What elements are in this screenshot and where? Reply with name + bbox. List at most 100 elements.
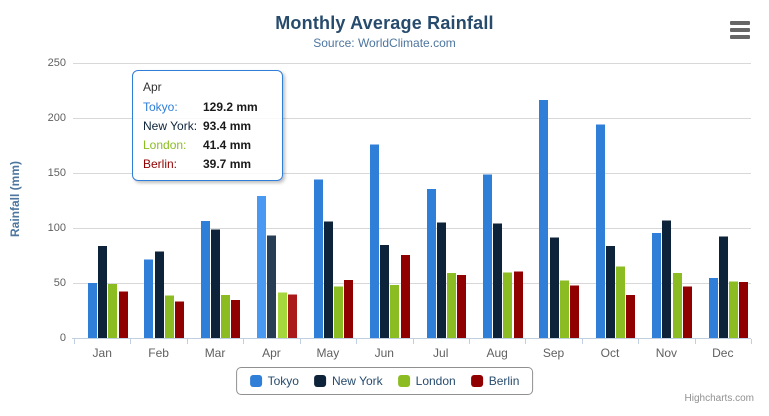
bar-berlin-sep[interactable]: [570, 285, 579, 338]
tooltip-series-name: Berlin:: [143, 157, 178, 171]
bar-berlin-dec[interactable]: [739, 281, 748, 338]
legend-symbol-icon: [397, 375, 410, 387]
bar-new-york-nov[interactable]: [662, 220, 671, 338]
tooltip-series-value: 129.2 mm: [203, 100, 258, 114]
x-axis-label-nov: Nov: [655, 346, 678, 360]
bar-new-york-feb[interactable]: [155, 251, 164, 338]
x-axis-label-aug: Aug: [486, 346, 508, 360]
legend-label: London: [415, 374, 456, 388]
x-axis-label-jun: Jun: [374, 346, 394, 360]
bar-berlin-oct[interactable]: [626, 295, 635, 338]
y-axis-label-250: 250: [47, 57, 66, 69]
hamburger-menu-icon: [730, 21, 750, 39]
bar-berlin-mar[interactable]: [231, 300, 240, 338]
bar-london-nov[interactable]: [673, 272, 682, 338]
bar-berlin-jan[interactable]: [119, 291, 128, 338]
tooltip-row: London: 41.4 mm: [143, 136, 272, 155]
legend-symbol-icon: [313, 375, 326, 387]
bar-berlin-may[interactable]: [344, 280, 353, 338]
chart-subtitle: Source: WorldClimate.com: [313, 36, 456, 50]
bar-london-apr[interactable]: [278, 292, 287, 339]
credits-link[interactable]: Highcharts.com: [684, 393, 754, 404]
legend-item-tokyo[interactable]: Tokyo: [249, 374, 299, 388]
tooltip-series-name: London:: [143, 138, 187, 152]
legend-label: New York: [331, 374, 383, 388]
bar-berlin-jun[interactable]: [401, 254, 410, 338]
bar-new-york-jan[interactable]: [98, 246, 107, 338]
bar-tokyo-jan[interactable]: [88, 283, 97, 338]
legend-item-new-york[interactable]: New York: [313, 374, 383, 388]
legend-label: Tokyo: [267, 374, 299, 388]
x-axis-label-feb: Feb: [148, 346, 169, 360]
bar-tokyo-may[interactable]: [314, 179, 323, 338]
bar-london-jan[interactable]: [108, 284, 117, 338]
tooltip-row: Berlin: 39.7 mm: [143, 155, 272, 174]
bar-new-york-may[interactable]: [324, 221, 333, 338]
bar-new-york-apr[interactable]: [267, 235, 276, 338]
bar-tokyo-mar[interactable]: [201, 221, 210, 338]
bar-new-york-oct[interactable]: [606, 246, 615, 338]
bar-london-oct[interactable]: [616, 266, 625, 338]
x-axis-label-may: May: [316, 346, 340, 360]
bar-tokyo-dec[interactable]: [709, 278, 718, 338]
bar-tokyo-oct[interactable]: [596, 124, 605, 339]
y-axis-title: Rainfall (mm): [8, 161, 22, 238]
bar-tokyo-sep[interactable]: [539, 100, 548, 338]
tooltip-row: New York: 93.4 mm: [143, 117, 272, 136]
tooltip-series-name: New York:: [143, 119, 198, 133]
bar-london-jul[interactable]: [447, 273, 456, 338]
bar-new-york-jun[interactable]: [380, 245, 389, 338]
bar-new-york-jul[interactable]: [437, 222, 446, 339]
menu-bar: [730, 21, 750, 25]
bar-london-mar[interactable]: [221, 294, 230, 338]
bar-berlin-aug[interactable]: [514, 271, 523, 338]
y-axis-label-0: 0: [59, 332, 66, 344]
bar-tokyo-apr[interactable]: [257, 195, 266, 338]
x-axis-label-apr: Apr: [262, 346, 281, 360]
bar-london-dec[interactable]: [729, 281, 738, 338]
bar-berlin-feb[interactable]: [175, 301, 184, 339]
legend-symbol-icon: [470, 375, 483, 387]
y-axis-label-200: 200: [47, 112, 66, 124]
menu-bar: [730, 28, 750, 32]
bar-tokyo-nov[interactable]: [652, 232, 661, 338]
bar-new-york-sep[interactable]: [550, 237, 559, 338]
bar-london-may[interactable]: [334, 286, 343, 338]
bar-london-sep[interactable]: [560, 280, 569, 338]
tooltip-series-value: 93.4 mm: [203, 119, 252, 133]
bar-berlin-jul[interactable]: [457, 274, 466, 338]
tooltip-series-value: 41.4 mm: [203, 138, 252, 152]
tooltip-row: Tokyo: 129.2 mm: [143, 98, 272, 117]
bar-tokyo-jul[interactable]: [427, 188, 436, 338]
legend-item-london[interactable]: London: [397, 374, 456, 388]
y-axis-label-150: 150: [47, 167, 66, 179]
chart-title: Monthly Average Rainfall: [275, 13, 494, 33]
tooltip-header: Apr: [143, 80, 162, 94]
tooltip: Apr Tokyo: 129.2 mm New York: 93.4 mm London…: [132, 70, 283, 181]
bar-london-jun[interactable]: [390, 284, 399, 338]
bar-london-aug[interactable]: [503, 272, 512, 338]
legend-symbol-icon: [249, 375, 262, 387]
x-axis-label-dec: Dec: [712, 346, 734, 360]
x-axis-label-jul: Jul: [433, 346, 449, 360]
legend-item-berlin[interactable]: Berlin: [470, 374, 519, 388]
bar-berlin-nov[interactable]: [683, 286, 692, 339]
legend: Tokyo New York London Berlin: [235, 367, 534, 395]
tooltip-series-value: 39.7 mm: [203, 157, 252, 171]
tooltip-rows: Tokyo: 129.2 mm New York: 93.4 mm London: 41.…: [143, 98, 272, 174]
bar-new-york-mar[interactable]: [211, 229, 220, 338]
bar-berlin-apr[interactable]: [288, 294, 297, 338]
bar-new-york-dec[interactable]: [719, 236, 728, 339]
bar-new-york-aug[interactable]: [493, 223, 502, 338]
tooltip-series-name: Tokyo:: [143, 100, 178, 114]
export-menu-button[interactable]: [730, 21, 750, 41]
menu-bar: [730, 35, 750, 39]
bar-tokyo-aug[interactable]: [483, 174, 492, 338]
y-axis-label-50: 50: [53, 277, 66, 289]
x-axis-label-sep: Sep: [542, 346, 565, 360]
bar-tokyo-jun[interactable]: [370, 144, 379, 338]
bar-london-feb[interactable]: [165, 295, 174, 338]
x-axis-label-mar: Mar: [204, 346, 226, 360]
bar-tokyo-feb[interactable]: [144, 259, 153, 338]
